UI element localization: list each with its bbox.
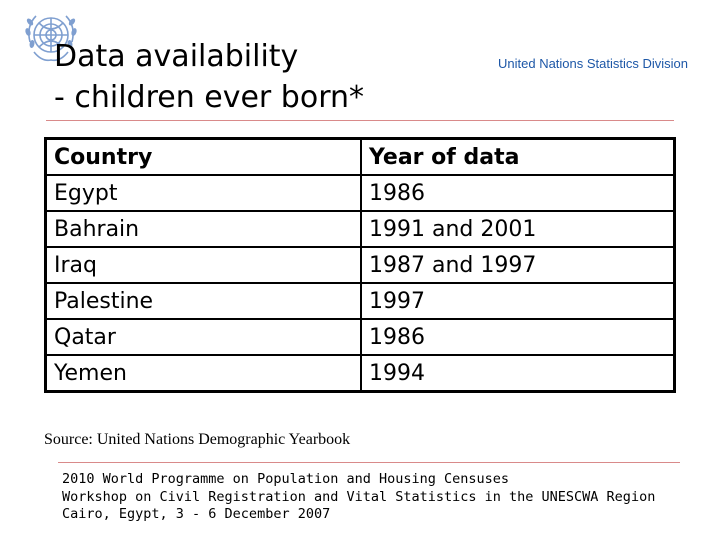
header-country: Country <box>44 137 362 176</box>
year-cell: 1994 <box>360 354 676 393</box>
slide-title: Data availability - children ever born* <box>54 36 364 118</box>
table-row: Yemen 1994 <box>44 354 676 393</box>
table-row: Bahrain 1991 and 2001 <box>44 210 676 248</box>
table-row: Egypt 1986 <box>44 174 676 212</box>
footer-line-2: Workshop on Civil Registration and Vital… <box>62 488 656 505</box>
footer-line-3: Cairo, Egypt, 3 - 6 December 2007 <box>62 506 331 522</box>
country-cell: Palestine <box>44 282 362 320</box>
country-cell: Qatar <box>44 318 362 356</box>
title-line-1: Data availability <box>54 39 299 74</box>
data-availability-table: Country Year of data Egypt 1986 Bahrain … <box>44 137 676 393</box>
country-cell: Yemen <box>44 354 362 393</box>
un-emblem-icon <box>25 15 77 62</box>
table-row: Qatar 1986 <box>44 318 676 356</box>
organization-name: United Nations Statistics Division <box>498 56 689 71</box>
country-cell: Egypt <box>44 174 362 212</box>
country-cell: Bahrain <box>44 210 362 248</box>
year-cell: 1997 <box>360 282 676 320</box>
header-year: Year of data <box>360 137 676 176</box>
footer-text: 2010 World Programme on Population and H… <box>62 471 655 524</box>
year-cell: 1986 <box>360 174 676 212</box>
header-divider <box>46 120 674 121</box>
footer-divider <box>58 462 680 463</box>
table-header-row: Country Year of data <box>44 137 676 176</box>
year-cell: 1991 and 2001 <box>360 210 676 248</box>
table-row: Palestine 1997 <box>44 282 676 320</box>
source-note: Source: United Nations Demographic Yearb… <box>44 431 351 448</box>
country-cell: Iraq <box>44 246 362 284</box>
title-line-2: - children ever born* <box>54 80 365 115</box>
year-cell: 1987 and 1997 <box>360 246 676 284</box>
year-cell: 1986 <box>360 318 676 356</box>
table-row: Iraq 1987 and 1997 <box>44 246 676 284</box>
footer-line-1: 2010 World Programme on Population and H… <box>62 471 510 487</box>
